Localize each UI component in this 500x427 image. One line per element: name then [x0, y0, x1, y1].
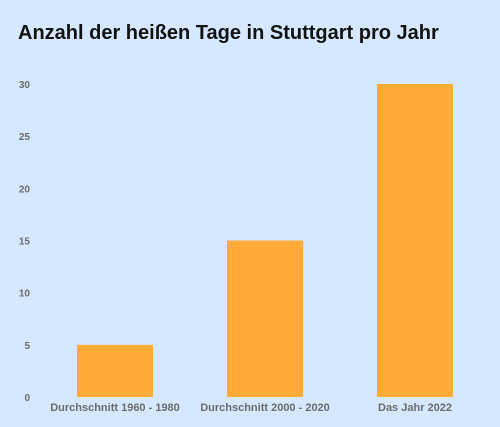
y-tick-label: 5 [24, 341, 30, 352]
bar [227, 240, 303, 397]
y-tick-label: 25 [19, 132, 31, 143]
bar [377, 84, 453, 397]
bar [77, 344, 153, 397]
y-tick-label: 10 [19, 289, 31, 300]
y-tick-label: 0 [24, 393, 30, 404]
x-category-label: Durchschnitt 1960 - 1980 [50, 402, 180, 414]
y-tick-label: 30 [19, 80, 31, 91]
y-tick-label: 20 [19, 184, 31, 195]
x-category-label: Das Jahr 2022 [378, 402, 452, 414]
y-tick-label: 15 [19, 237, 31, 248]
x-category-label: Durchschnitt 2000 - 2020 [200, 402, 330, 414]
chart-title: Anzahl der heißen Tage in Stuttgart pro … [18, 22, 439, 44]
